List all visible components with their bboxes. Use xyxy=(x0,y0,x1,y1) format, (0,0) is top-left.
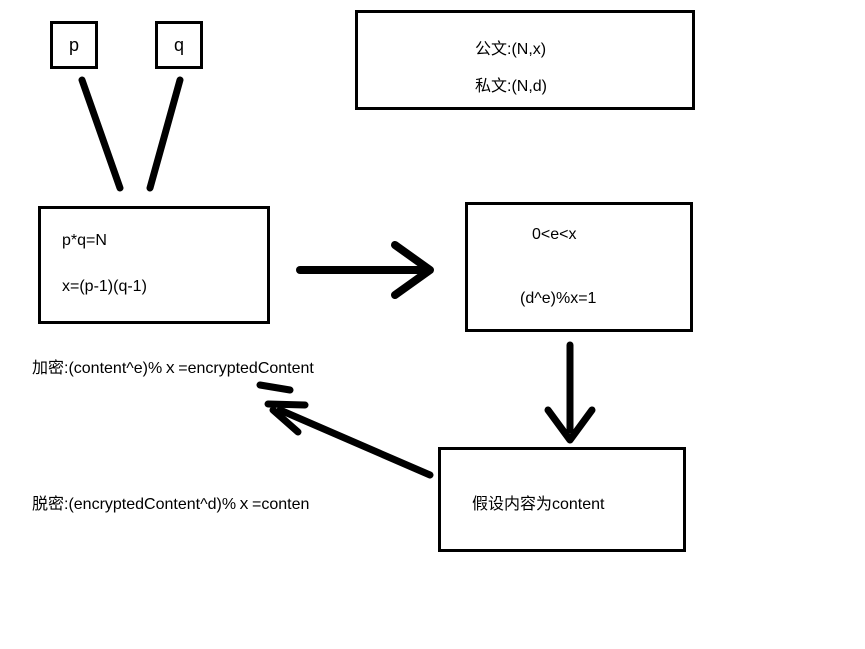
arrows-layer xyxy=(0,0,865,649)
arrow-content-to-encrypt-dash xyxy=(260,385,290,390)
arrow-p-to-compute xyxy=(82,80,120,188)
arrow-q-to-compute xyxy=(150,80,180,188)
arrow-content-to-encrypt-line xyxy=(280,410,430,475)
